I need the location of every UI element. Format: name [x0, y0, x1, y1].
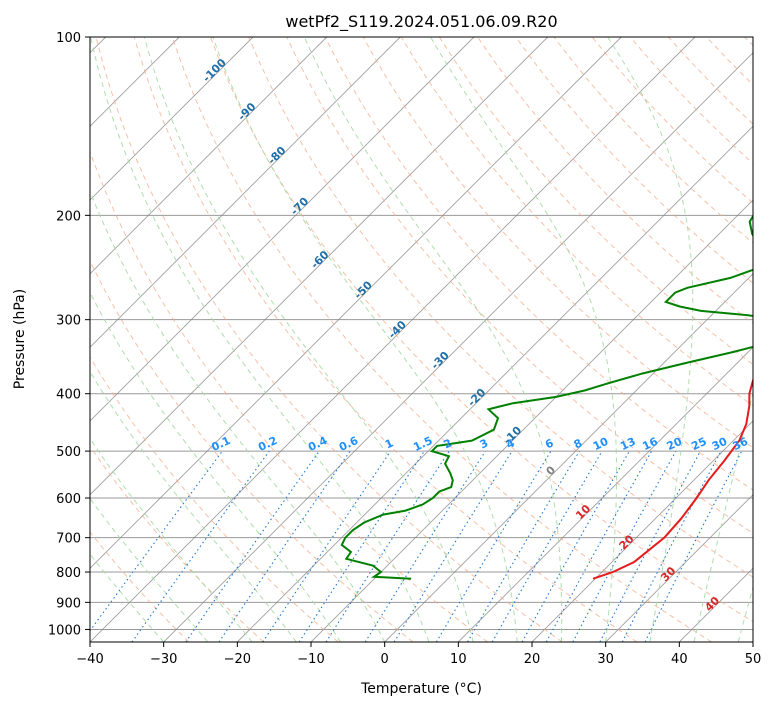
isotherm-line: [384, 273, 753, 642]
axes: −40 −30 −20 −10 0 10 20 30 40 50 100 200 300 400 500 60…: [48, 31, 761, 667]
mixing-ratio-line: [467, 450, 580, 642]
moist-adiabat-line: [303, 37, 563, 642]
mixing-ratio-line: [364, 450, 486, 642]
isotherm-line: [236, 125, 753, 642]
mixing-ratio-label: 13: [618, 435, 637, 453]
dry-adiabat-line: [90, 150, 488, 642]
x-tick-label: 50: [745, 652, 762, 667]
dry-adiabat-line: [400, 37, 753, 407]
moist-adiabat-line: [90, 189, 386, 642]
x-axis-label: Temperature (°C): [360, 681, 482, 697]
y-tick-label: 100: [56, 31, 81, 46]
dry-adiabat-line: [90, 531, 190, 642]
moist-adiabat-line: [90, 370, 297, 642]
temperature-profile: [592, 378, 753, 580]
dry-adiabat-line: [438, 37, 753, 366]
mixing-ratio-line: [572, 450, 677, 642]
mixing-ratio-line: [599, 450, 701, 642]
isotherm-line: [605, 494, 753, 642]
y-tick-label: 500: [56, 445, 81, 460]
chart-title: wetPf2_S119.2024.051.06.09.R20: [285, 12, 557, 32]
mixing-ratio-label: 20: [665, 435, 685, 453]
isotherm-line: [90, 37, 622, 569]
y-axis-label: Pressure (hPa): [12, 289, 28, 389]
x-tick-label: 10: [450, 652, 467, 667]
mixing-ratio-label: 16: [640, 435, 660, 453]
y-tick-label: 300: [56, 314, 81, 329]
moist-adiabat-line: [90, 497, 209, 642]
isotherm-line: [90, 37, 254, 201]
isotherm-line: [90, 37, 696, 642]
plot-frame: [89, 36, 754, 643]
moist-adiabat-line: [90, 37, 430, 642]
x-tick-label: 40: [671, 652, 688, 667]
dry-adiabat-line: [133, 37, 638, 642]
mixing-ratio-label: 36: [731, 435, 751, 453]
dry-adiabat-line: [515, 37, 753, 284]
y-tick-label: 900: [56, 596, 81, 611]
isotherm-line: [163, 52, 753, 642]
mixing-ratio-line: [262, 450, 392, 642]
dry-adiabat-line: [90, 445, 264, 642]
isotherm-line: [90, 37, 549, 496]
x-tick-label: 0: [381, 652, 389, 667]
y-tick-label: 800: [56, 566, 81, 581]
mixing-ratio-line: [218, 450, 351, 642]
moist-adiabat-line: [607, 37, 694, 642]
background-lines: [90, 37, 753, 642]
y-tick-label: 600: [56, 492, 81, 507]
moist-adiabat-line: [90, 437, 253, 642]
isotherm-line: [90, 37, 475, 422]
isotherm-line: [531, 420, 753, 642]
plot-area: [90, 37, 753, 642]
x-tick-label: −10: [297, 652, 324, 667]
mixing-ratio-label: 30: [710, 435, 730, 453]
x-tick-label: −20: [224, 652, 251, 667]
x-tick-label: −30: [150, 652, 177, 667]
moist-adiabat-line: [430, 37, 617, 642]
dry-adiabat-line: [95, 37, 563, 642]
moist-adiabat-line: [90, 553, 165, 642]
dry-adiabat-line: [90, 259, 414, 642]
isotherm-line: [90, 37, 401, 348]
dry-adiabat-line: [171, 37, 712, 642]
y-tick-label: 400: [56, 388, 81, 403]
mixing-ratio-label: 10: [591, 435, 611, 453]
y-tick-label: 700: [56, 532, 81, 547]
mixing-ratio-line: [298, 450, 425, 642]
dewpoint-profile: [340, 214, 753, 580]
isotherm-line: [752, 641, 753, 642]
mixing-ratio-line: [185, 450, 320, 642]
x-tick-label: 20: [524, 652, 541, 667]
mixing-ratio-line: [435, 450, 552, 642]
x-tick-label: −40: [76, 652, 103, 667]
isotherm-line: [90, 37, 328, 275]
mixing-ratio-line: [393, 450, 513, 642]
dry-adiabat-line: [210, 37, 753, 623]
profile-lines: [340, 214, 753, 580]
dry-adiabat-line: [286, 37, 753, 534]
mixing-ratio-label: 25: [689, 435, 708, 453]
y-tick-label: 200: [56, 209, 81, 224]
dry-adiabat-line: [248, 37, 753, 578]
y-tick-label: 1000: [48, 623, 81, 638]
x-tick-label: 30: [597, 652, 614, 667]
moist-adiabat-line: [212, 37, 518, 642]
mixing-ratio-line: [325, 450, 450, 642]
moist-adiabat-line: [143, 37, 474, 642]
